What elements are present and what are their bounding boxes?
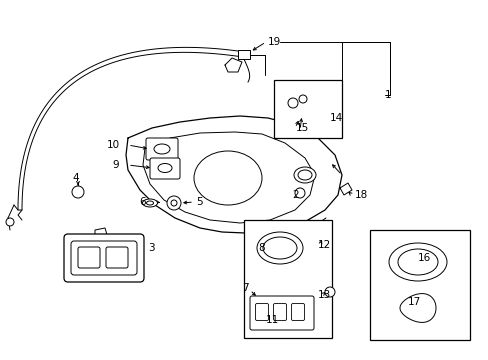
FancyBboxPatch shape [273, 303, 286, 320]
Ellipse shape [293, 167, 315, 183]
Circle shape [287, 98, 297, 108]
Text: 15: 15 [295, 123, 308, 133]
Text: 2: 2 [291, 190, 298, 200]
Text: 3: 3 [148, 243, 154, 253]
Text: 6: 6 [139, 197, 145, 207]
Text: 16: 16 [417, 253, 430, 263]
Ellipse shape [158, 163, 172, 172]
Bar [238, 50, 249, 59]
Polygon shape [399, 294, 435, 323]
Bar [369, 230, 469, 340]
FancyBboxPatch shape [249, 296, 313, 330]
Ellipse shape [154, 144, 170, 154]
FancyBboxPatch shape [64, 234, 143, 282]
Text: 19: 19 [267, 37, 281, 47]
Ellipse shape [263, 237, 296, 259]
Text: 9: 9 [112, 160, 119, 170]
Ellipse shape [257, 232, 303, 264]
Circle shape [167, 196, 181, 210]
Ellipse shape [142, 199, 157, 207]
Text: 11: 11 [265, 315, 279, 325]
FancyBboxPatch shape [106, 247, 128, 268]
Text: 10: 10 [107, 140, 120, 150]
Ellipse shape [297, 170, 311, 180]
Circle shape [171, 200, 177, 206]
Text: 8: 8 [258, 243, 264, 253]
Ellipse shape [388, 243, 446, 281]
Circle shape [6, 218, 14, 226]
Circle shape [298, 95, 306, 103]
FancyBboxPatch shape [146, 138, 178, 160]
Text: 7: 7 [242, 283, 248, 293]
Ellipse shape [194, 151, 262, 205]
Text: 5: 5 [196, 197, 202, 207]
FancyBboxPatch shape [291, 303, 304, 320]
FancyBboxPatch shape [78, 247, 100, 268]
Ellipse shape [146, 201, 153, 205]
Text: 14: 14 [329, 113, 343, 123]
Text: 12: 12 [317, 240, 330, 250]
Text: 18: 18 [354, 190, 367, 200]
Ellipse shape [397, 249, 437, 275]
FancyBboxPatch shape [255, 303, 268, 320]
Text: 4: 4 [72, 173, 79, 183]
Circle shape [72, 186, 84, 198]
Circle shape [325, 287, 334, 297]
Bar [244, 220, 331, 338]
Circle shape [294, 188, 305, 198]
Text: 17: 17 [407, 297, 420, 307]
Text: 13: 13 [317, 290, 330, 300]
FancyBboxPatch shape [150, 158, 180, 179]
FancyBboxPatch shape [71, 241, 137, 275]
Bar [273, 80, 341, 138]
Text: 1: 1 [384, 90, 391, 100]
